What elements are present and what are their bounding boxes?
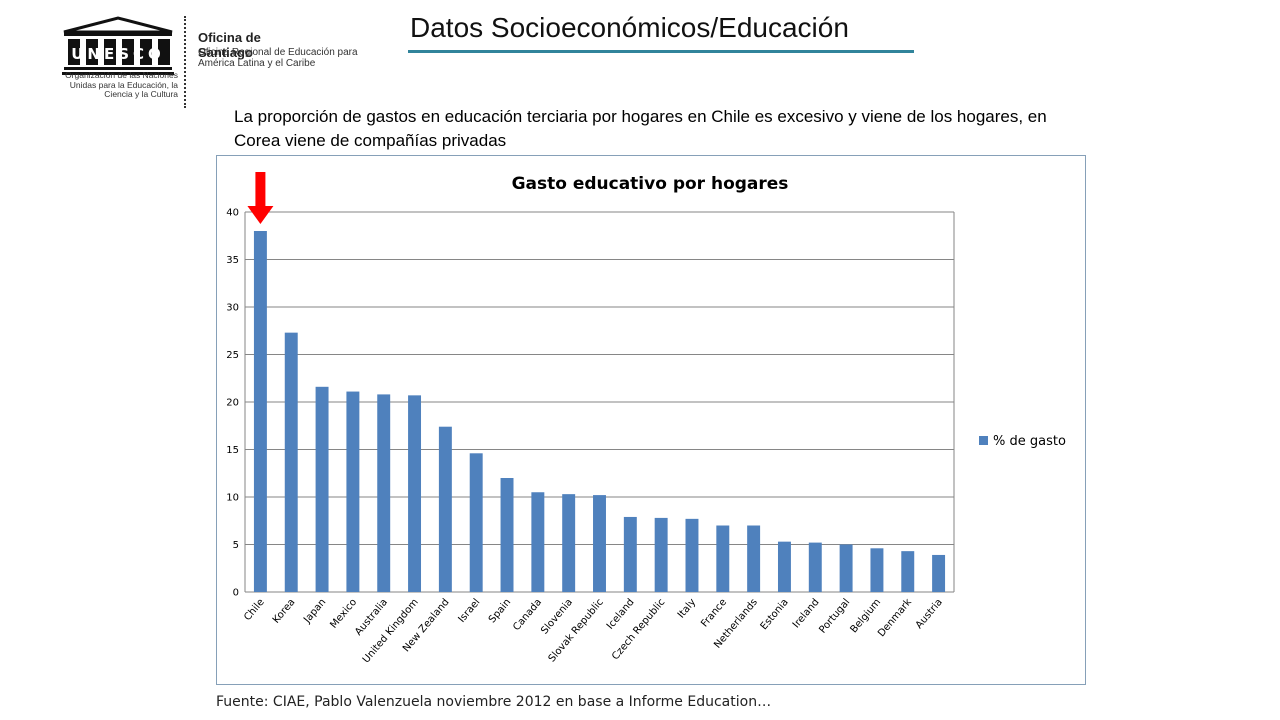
y-tick-label: 40 bbox=[226, 208, 239, 219]
x-tick-label: France bbox=[699, 597, 729, 630]
bar-japan bbox=[315, 386, 329, 592]
bar-france bbox=[716, 525, 730, 592]
bar-mexico bbox=[346, 391, 360, 592]
source-note: Fuente: CIAE, Pablo Valenzuela noviembre… bbox=[216, 694, 772, 710]
y-tick-label: 30 bbox=[226, 303, 239, 314]
logo-divider bbox=[184, 16, 186, 108]
x-tick-label: Austria bbox=[914, 597, 945, 631]
y-tick-label: 25 bbox=[226, 350, 239, 361]
highlight-arrow-icon bbox=[247, 172, 274, 224]
bar-netherlands bbox=[747, 525, 761, 592]
y-tick-label: 15 bbox=[226, 445, 239, 456]
y-tick-label: 35 bbox=[226, 255, 239, 266]
slide-subtitle: La proporción de gastos en educación ter… bbox=[234, 107, 1047, 150]
y-tick-label: 10 bbox=[226, 493, 239, 504]
x-tick-label: Spain bbox=[487, 597, 513, 625]
bar-czech-republic bbox=[654, 517, 668, 592]
unesco-seal-text: UNESCO bbox=[71, 45, 165, 63]
x-tick-label: Japan bbox=[301, 597, 328, 626]
bar-canada bbox=[531, 492, 545, 592]
x-tick-label: Korea bbox=[271, 597, 298, 626]
y-tick-label: 0 bbox=[233, 588, 239, 599]
bar-denmark bbox=[901, 551, 915, 592]
bar-italy bbox=[685, 518, 699, 592]
chart-legend: % de gasto bbox=[979, 434, 1066, 449]
unesco-logo: UNESCO Oficina de Santiago Oficina Regio… bbox=[50, 8, 358, 108]
logo-org-subtitle: Oficina Regional de Educación para Améri… bbox=[198, 47, 358, 69]
x-tick-label: Mexico bbox=[328, 597, 359, 631]
bar-united-kingdom bbox=[408, 395, 422, 592]
x-tick-label: Portugal bbox=[817, 597, 852, 636]
chart-title: Gasto educativo por hogares bbox=[512, 174, 789, 194]
x-tick-label: Iceland bbox=[605, 597, 637, 632]
x-tick-label: Chile bbox=[242, 597, 267, 623]
bar-portugal bbox=[839, 544, 853, 592]
bar-iceland bbox=[623, 516, 637, 592]
bar-belgium bbox=[870, 548, 884, 592]
y-tick-label: 20 bbox=[226, 398, 239, 409]
bar-new-zealand bbox=[438, 426, 452, 592]
bar-chart: Gasto educativo por hogares 0 5 10 15 20 25 30… bbox=[226, 172, 1066, 666]
bar-spain bbox=[500, 478, 514, 592]
chart-frame: Gasto educativo por hogares 0 5 10 15 20 25 30… bbox=[216, 155, 1086, 685]
bar-slovenia bbox=[562, 494, 576, 592]
x-tick-label: United Kingdom bbox=[361, 597, 421, 666]
bar-korea bbox=[284, 332, 298, 592]
legend-swatch bbox=[979, 436, 988, 445]
bar-ireland bbox=[808, 542, 822, 592]
bar-estonia bbox=[777, 541, 791, 592]
bar-austria bbox=[932, 554, 946, 592]
bar-australia bbox=[377, 394, 391, 592]
x-tick-label: Ireland bbox=[791, 597, 822, 631]
unesco-temple-icon: UNESCO bbox=[62, 16, 174, 75]
bar-slovak-republic bbox=[593, 495, 606, 592]
legend-label: % de gasto bbox=[993, 434, 1066, 449]
slide-title: Datos Socioeconómicos/Educación bbox=[410, 12, 849, 43]
logo-org-title: Oficina de Santiago bbox=[198, 30, 261, 60]
x-tick-label: Canada bbox=[511, 597, 544, 633]
x-tick-label: Estonia bbox=[759, 597, 791, 632]
title-underline bbox=[408, 50, 914, 53]
bar-israel bbox=[469, 453, 483, 592]
x-tick-label: Israel bbox=[456, 597, 482, 625]
y-tick-label: 5 bbox=[233, 540, 239, 551]
x-tick-label: Italy bbox=[676, 597, 698, 621]
x-tick-label: Slovak Republic bbox=[547, 597, 606, 665]
logo-un-text: Organización de las Naciones Unidas para… bbox=[65, 70, 178, 99]
bar-chile bbox=[253, 231, 267, 592]
